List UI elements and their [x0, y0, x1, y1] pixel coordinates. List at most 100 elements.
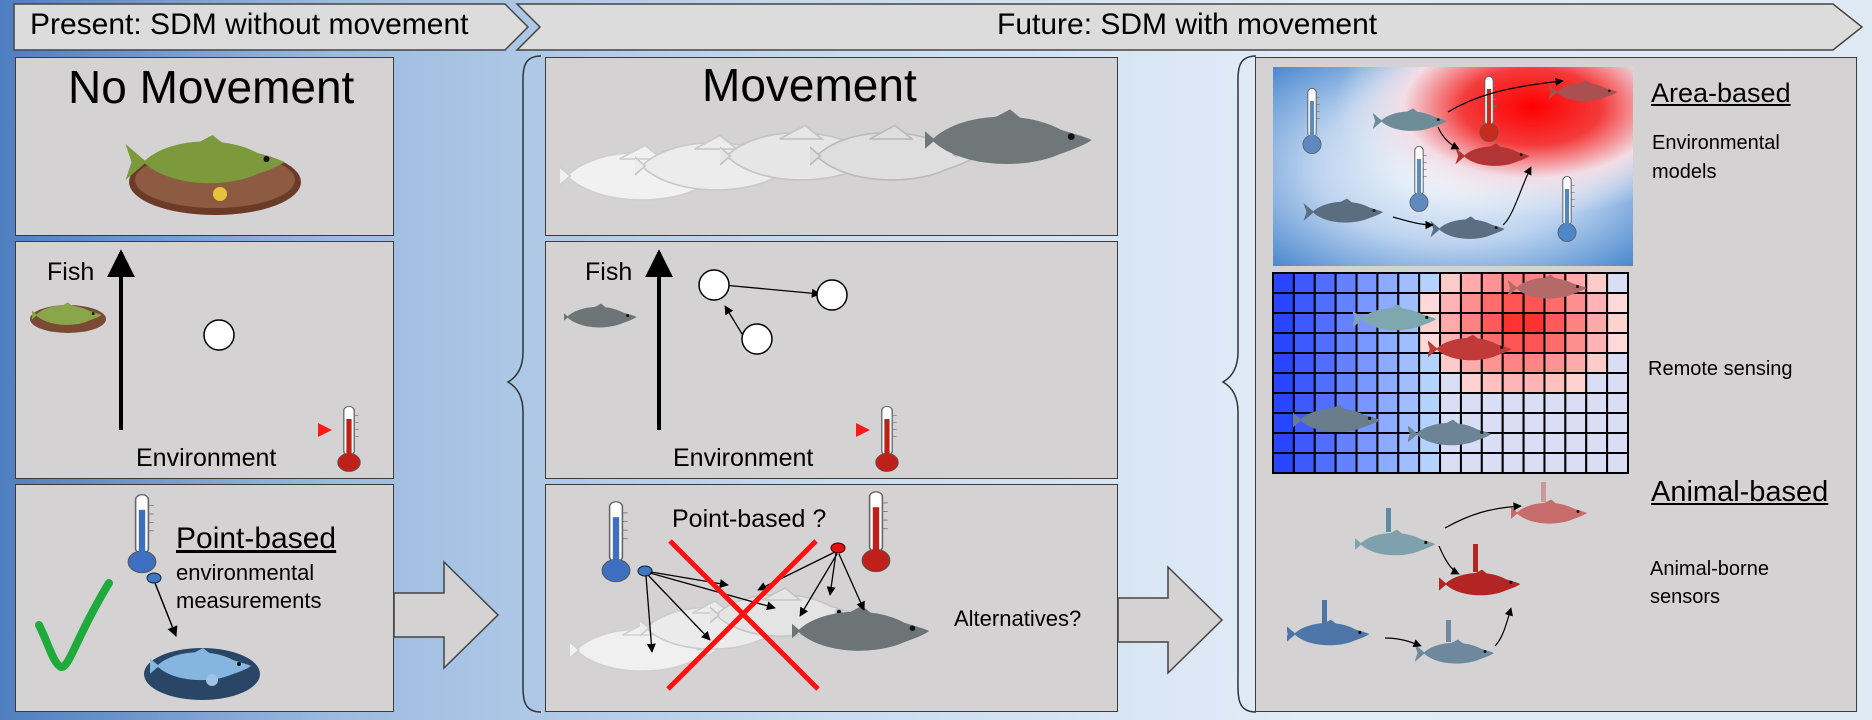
future-banner	[515, 3, 1864, 51]
grid-cell	[1606, 332, 1629, 354]
mounted-fish-icon	[125, 135, 301, 215]
grid-cell	[1397, 272, 1421, 294]
grid-cell	[1439, 312, 1462, 334]
grid-cell	[1606, 452, 1629, 474]
grid-cell	[1334, 372, 1358, 394]
grid-cell	[1606, 272, 1629, 294]
grid-cell	[1418, 272, 1442, 294]
grid-cell	[1313, 432, 1337, 454]
grid-cell	[1397, 352, 1421, 374]
grid-cell	[1439, 372, 1462, 394]
area-based-sub1: Environmental	[1652, 132, 1780, 154]
grid-cell	[1585, 292, 1609, 314]
grid-cell	[1480, 272, 1504, 294]
grid-cell	[1459, 312, 1483, 334]
grid-cell	[1501, 372, 1525, 394]
grid-cell	[1292, 292, 1316, 314]
future-label: Future: SDM with movement	[997, 8, 1378, 41]
grid-cell	[1585, 332, 1609, 354]
grid-cell	[1376, 272, 1400, 294]
grid-cell	[1376, 392, 1400, 414]
brace-1	[506, 55, 542, 713]
grid-cell	[1564, 432, 1588, 454]
grid-cell	[1564, 372, 1588, 394]
grid-cell	[1418, 372, 1442, 394]
grid-cell	[1355, 392, 1379, 414]
grid-cell	[1272, 352, 1295, 374]
point-question-panel	[545, 484, 1118, 712]
grid-cell	[1522, 312, 1546, 334]
grid-cell	[1585, 352, 1609, 374]
grid-cell	[1439, 272, 1462, 294]
grid-cell	[1501, 432, 1525, 454]
grid-cell	[1606, 312, 1629, 334]
grid-cell	[1292, 432, 1316, 454]
movement-points	[698, 269, 848, 355]
grid-cell	[1585, 452, 1609, 474]
grid-cell	[1543, 412, 1567, 434]
grid-cell	[1272, 312, 1295, 334]
grid-cell	[1272, 432, 1295, 454]
grid-cell	[1522, 452, 1546, 474]
grid-cell	[1376, 452, 1400, 474]
grid-cell	[1501, 452, 1525, 474]
area-based-title: Area-based	[1651, 78, 1791, 108]
grid-cell	[1397, 332, 1421, 354]
point-based-title: Point-based	[176, 522, 337, 555]
middle-axis-x-label: Environment	[673, 444, 814, 472]
grid-cell	[1564, 312, 1588, 334]
grid-cell	[1501, 412, 1525, 434]
grid-cell	[1355, 432, 1379, 454]
left-data-point	[203, 319, 235, 351]
grid-cell	[1292, 352, 1316, 374]
grid-cell	[1439, 452, 1462, 474]
blue-thermometer-icon-2	[600, 500, 632, 586]
grid-cell	[1334, 452, 1358, 474]
animal-based-sub1: Animal-borne	[1650, 558, 1769, 580]
grid-cell	[1543, 392, 1567, 414]
grid-cell	[1480, 412, 1504, 434]
grid-cell	[1543, 452, 1567, 474]
animal-based-sub2: sensors	[1650, 586, 1721, 608]
red-thermometer-icon	[336, 405, 362, 475]
grid-cell	[1292, 332, 1316, 354]
grid-cell	[1585, 432, 1609, 454]
grid-cell	[1313, 292, 1337, 314]
grid-cell	[1376, 332, 1400, 354]
grid-cell	[1606, 392, 1629, 414]
grid-cell	[1459, 392, 1483, 414]
grid-cell	[1480, 312, 1504, 334]
grid-cell	[1355, 332, 1379, 354]
grid-cell	[1355, 352, 1379, 374]
grid-cell	[1564, 452, 1588, 474]
grid-cell	[1292, 372, 1316, 394]
grid-cell	[1606, 432, 1629, 454]
grid-cell	[1334, 432, 1358, 454]
grid-cell	[1480, 372, 1504, 394]
grid-cell	[1606, 292, 1629, 314]
grid-cell	[1480, 292, 1504, 314]
no-movement-title: No Movement	[68, 61, 355, 113]
grid-cell	[1355, 372, 1379, 394]
grid-cell	[1334, 312, 1358, 334]
grid-cell	[1459, 292, 1483, 314]
grid-cell	[1397, 452, 1421, 474]
environmental-model-map	[1273, 67, 1633, 266]
blue-thermometer-icon	[126, 493, 158, 577]
grid-cell	[1334, 352, 1358, 374]
grid-cell	[1355, 272, 1379, 294]
grid-cell	[1439, 292, 1462, 314]
grid-cell	[1564, 332, 1588, 354]
grid-cell	[1334, 332, 1358, 354]
grid-cell	[1313, 452, 1337, 474]
grid-cell	[1522, 332, 1546, 354]
grid-cell	[1543, 332, 1567, 354]
grid-cell	[1522, 352, 1546, 374]
red-thermometer-icon-2	[874, 405, 900, 475]
grid-cell	[1480, 452, 1504, 474]
grid-cell	[1501, 312, 1525, 334]
grid-cell	[1543, 432, 1567, 454]
grid-cell	[1272, 292, 1295, 314]
blue-mounted-fish-icon	[144, 648, 260, 700]
grid-cell	[1418, 392, 1442, 414]
